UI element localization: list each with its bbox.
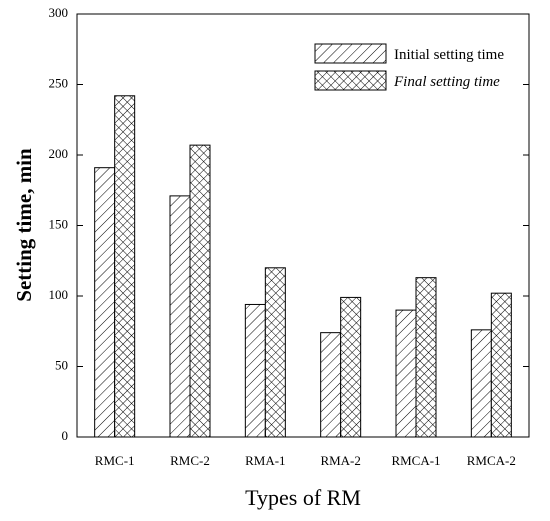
y-tick-label: 300 — [49, 5, 69, 20]
legend: Initial setting time Final setting time — [314, 43, 504, 91]
legend-label-initial: Initial setting time — [394, 47, 504, 63]
bar-final-rmc-2 — [189, 144, 211, 438]
y-tick-label: 0 — [62, 428, 69, 443]
bar-final-rmca-2 — [490, 292, 512, 438]
x-tick-label: RMC-2 — [170, 453, 210, 468]
y-axis-ticks: 0 50 100 150 200 250 300 — [49, 5, 529, 443]
x-tick-label: RMCA-2 — [467, 453, 516, 468]
x-tick-label: RMA-2 — [320, 453, 360, 468]
x-tick-label: RMA-1 — [245, 453, 285, 468]
y-axis-title: Setting time, min — [12, 148, 36, 302]
bar-initial-rmca-1 — [395, 309, 417, 438]
bar-final-rma-1 — [264, 267, 286, 438]
y-tick-label: 200 — [49, 146, 69, 161]
bar-initial-rma-1 — [244, 303, 266, 438]
bars-group — [94, 95, 512, 438]
bar-initial-rmca-2 — [470, 329, 492, 438]
legend-swatch-final — [314, 70, 387, 91]
y-tick-label: 250 — [49, 75, 69, 90]
x-tick-label: RMC-1 — [95, 453, 135, 468]
y-tick-label: 50 — [55, 357, 68, 372]
legend-label-final: Final setting time — [393, 74, 500, 90]
y-tick-label: 150 — [49, 216, 69, 231]
legend-swatch-initial — [314, 43, 387, 64]
bar-final-rma-2 — [340, 296, 362, 438]
plot-frame — [76, 13, 530, 438]
bar-final-rmc-1 — [114, 95, 136, 438]
x-tick-label: RMCA-1 — [391, 453, 440, 468]
x-axis-ticks: RMC-1 RMC-2 RMA-1 RMA-2 RMCA-1 RMCA-2 — [95, 431, 516, 468]
y-tick-label: 100 — [49, 287, 69, 302]
bar-initial-rma-2 — [320, 332, 342, 438]
bar-initial-rmc-1 — [94, 167, 116, 438]
bar-final-rmca-1 — [415, 277, 437, 438]
x-axis-title: Types of RM — [245, 485, 361, 510]
bar-initial-rmc-2 — [169, 195, 191, 438]
